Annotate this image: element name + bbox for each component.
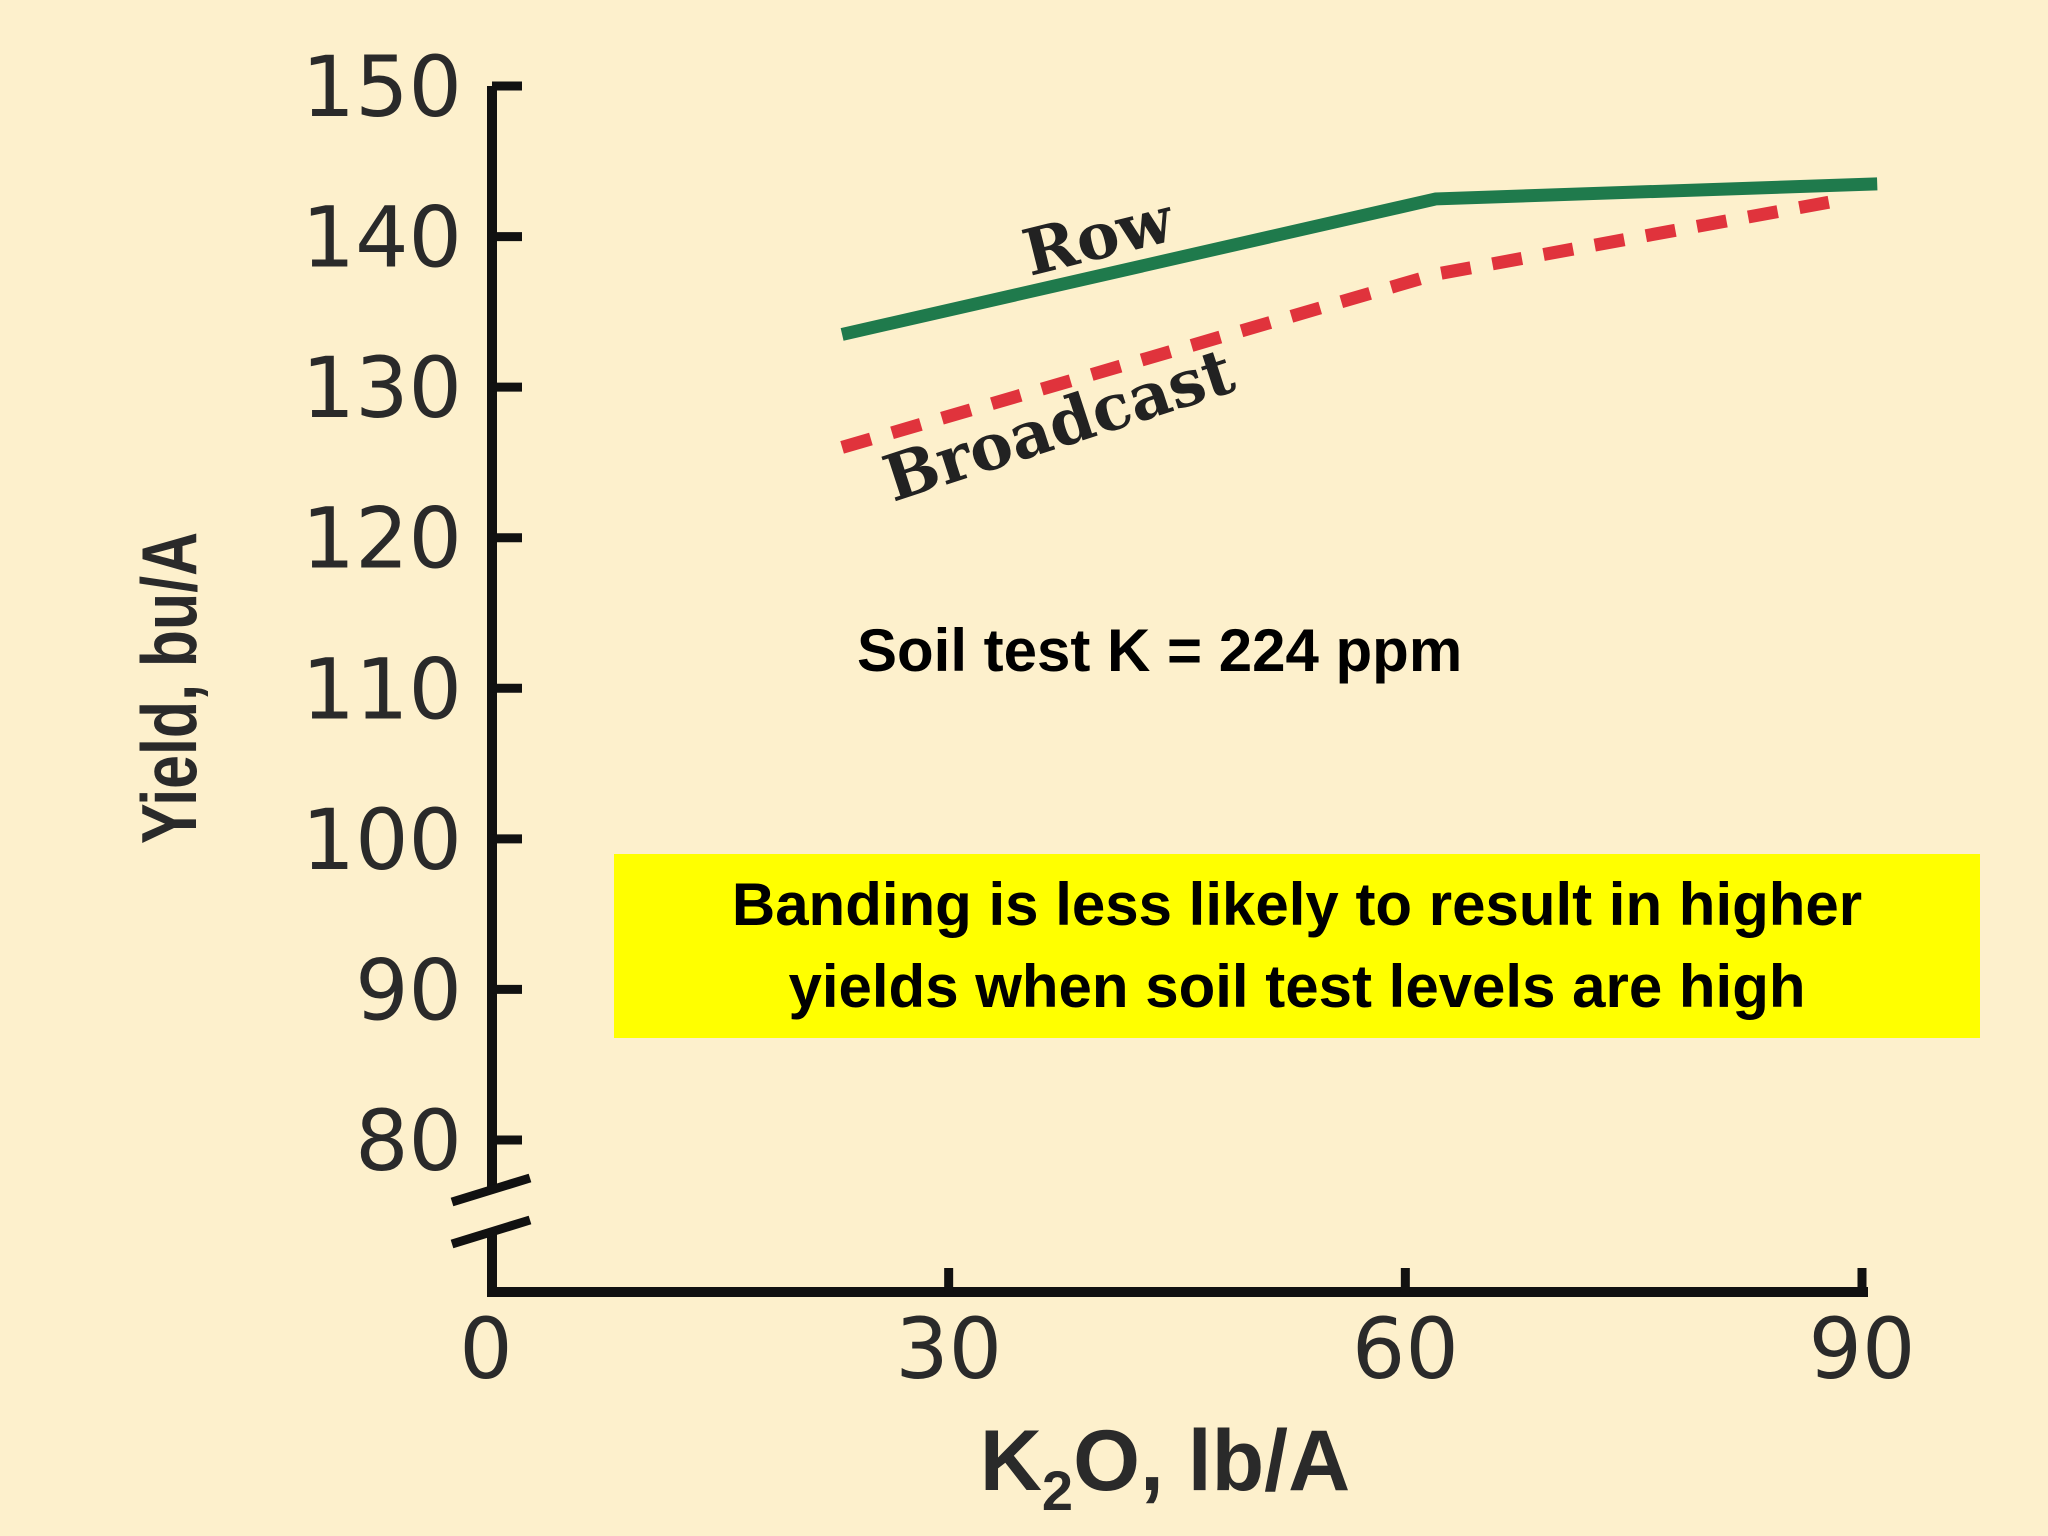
x-axis-title-subscript: 2 [1042, 1459, 1073, 1522]
x-axis-ticks: 0 30 60 90 [459, 1268, 1915, 1398]
y-axis-title: Yield, bu/A [126, 532, 213, 844]
y-tick-label: 130 [302, 339, 462, 437]
x-axis-title-k: K [980, 1413, 1042, 1509]
axis-break-mark-lower [450, 1215, 532, 1249]
y-axis-ticks: 80 90 100 110 120 130 140 150 [302, 38, 522, 1190]
x-tick-label: 60 [1352, 1300, 1459, 1398]
series-label-row: Row [1016, 182, 1182, 292]
x-axis-title: K2O, lb/A [980, 1413, 1350, 1522]
series-line-row [840, 177, 1878, 341]
callout-text: Banding is less likely to result in high… [732, 864, 1862, 1028]
y-tick-label: 100 [302, 791, 462, 889]
soil-test-annotation: Soil test K = 224 ppm [857, 617, 1463, 684]
series-label-broadcast: Broadcast [875, 334, 1244, 518]
callout-line-2: yields when soil test levels are high [788, 953, 1806, 1020]
x-tick-label: 0 [459, 1300, 512, 1398]
y-tick-label: 140 [302, 189, 462, 287]
axis-break-mark-upper [450, 1173, 532, 1207]
y-tick-label: 90 [355, 941, 462, 1039]
x-tick-label: 30 [895, 1300, 1002, 1398]
y-tick-label: 110 [302, 640, 462, 738]
x-axis-title-rest: O, lb/A [1073, 1413, 1350, 1509]
callout-line-1: Banding is less likely to result in high… [731, 871, 1863, 938]
callout-box: Banding is less likely to result in high… [614, 854, 1980, 1038]
x-tick-label: 90 [1809, 1300, 1916, 1398]
y-tick-label: 150 [302, 38, 462, 136]
y-tick-label: 120 [302, 490, 462, 588]
series-line-broadcast [840, 192, 1848, 454]
y-tick-label: 80 [355, 1092, 462, 1190]
